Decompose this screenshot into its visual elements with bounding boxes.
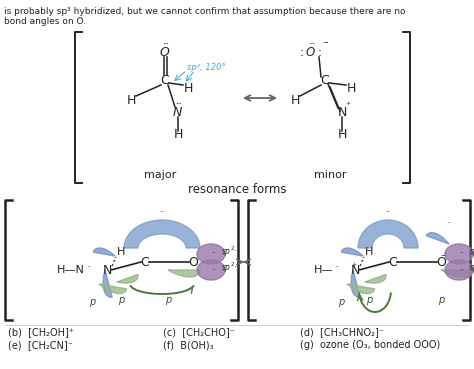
Text: $sp^2$·: $sp^2$· (221, 245, 237, 259)
Text: $sp^2$·: $sp^2$· (469, 261, 474, 275)
Text: bond angles on O.: bond angles on O. (4, 17, 86, 26)
Text: ··: ·· (335, 263, 339, 272)
Text: ··: ·· (460, 250, 464, 256)
Text: N: N (337, 106, 346, 118)
Polygon shape (197, 244, 225, 264)
Polygon shape (441, 270, 473, 277)
Text: N: N (350, 263, 360, 276)
Polygon shape (347, 284, 374, 294)
Polygon shape (358, 220, 418, 248)
Polygon shape (117, 275, 138, 283)
Text: p: p (338, 297, 344, 307)
Text: O: O (436, 255, 446, 269)
Text: N: N (102, 263, 112, 276)
Text: C: C (141, 255, 149, 269)
Polygon shape (168, 270, 200, 277)
Text: major: major (144, 170, 176, 180)
Text: ··: ·· (212, 267, 216, 273)
Text: $^-$: $^-$ (439, 252, 447, 261)
Text: H—: H— (313, 265, 333, 275)
Text: p: p (165, 295, 171, 305)
Polygon shape (99, 284, 127, 294)
Polygon shape (197, 260, 225, 280)
Text: C: C (389, 255, 397, 269)
Text: p: p (438, 295, 444, 305)
Text: (f)  B(OH)₃: (f) B(OH)₃ (163, 340, 214, 350)
Text: H: H (126, 93, 136, 107)
Text: ··: ·· (87, 263, 91, 272)
Text: (d)  [CH₃CHNO₂]⁻: (d) [CH₃CHNO₂]⁻ (300, 327, 384, 337)
Text: H: H (346, 82, 356, 94)
Text: $^+$: $^+$ (350, 262, 358, 270)
Text: O: O (188, 255, 198, 269)
Text: $sp^2$·: $sp^2$· (221, 261, 237, 275)
Text: (c)  [CH₂CHO]⁻: (c) [CH₂CHO]⁻ (163, 327, 235, 337)
Text: ··: ·· (159, 208, 164, 217)
Text: H: H (117, 247, 125, 257)
Text: resonance forms: resonance forms (188, 183, 286, 196)
Text: $^+$: $^+$ (344, 100, 352, 110)
Polygon shape (351, 270, 360, 297)
Text: p: p (118, 295, 124, 305)
Text: $:\ddot{O}:$: $:\ddot{O}:$ (297, 44, 321, 60)
Text: C: C (161, 73, 169, 86)
Polygon shape (93, 248, 115, 256)
Text: C: C (320, 73, 329, 86)
Polygon shape (365, 275, 386, 283)
Text: (b)  [CH₂OH]⁺: (b) [CH₂OH]⁺ (8, 327, 74, 337)
Text: (g)  ozone (O₃, bonded OOO): (g) ozone (O₃, bonded OOO) (300, 340, 440, 350)
Text: $sp^2$·: $sp^2$· (469, 245, 474, 259)
Text: $^-$: $^-$ (321, 40, 329, 50)
Text: ··: ·· (385, 208, 391, 217)
Text: p: p (366, 295, 372, 305)
Polygon shape (445, 260, 473, 280)
Polygon shape (124, 220, 200, 248)
Text: H: H (337, 128, 346, 141)
Text: H: H (365, 247, 373, 257)
Text: $\ddot{O}$: $\ddot{O}$ (159, 44, 171, 60)
Text: H: H (290, 93, 300, 107)
Text: H: H (173, 128, 182, 141)
Text: $\ddot{N}$: $\ddot{N}$ (173, 104, 183, 120)
Text: ··: ·· (460, 267, 464, 273)
Text: sp², 120°: sp², 120° (187, 63, 226, 72)
Text: H—N: H—N (57, 265, 85, 275)
Text: H: H (183, 82, 193, 94)
Text: is probably sp³ hybridized, but we cannot confirm that assumption because there : is probably sp³ hybridized, but we canno… (4, 7, 405, 16)
Polygon shape (341, 248, 363, 256)
Polygon shape (427, 233, 449, 244)
Text: minor: minor (314, 170, 346, 180)
Text: p: p (89, 297, 95, 307)
Polygon shape (103, 270, 112, 297)
Text: ··: ·· (447, 220, 451, 228)
Text: (e)  [CH₂CN]⁻: (e) [CH₂CN]⁻ (8, 340, 73, 350)
Text: ··: ·· (212, 250, 216, 256)
Polygon shape (445, 244, 473, 264)
